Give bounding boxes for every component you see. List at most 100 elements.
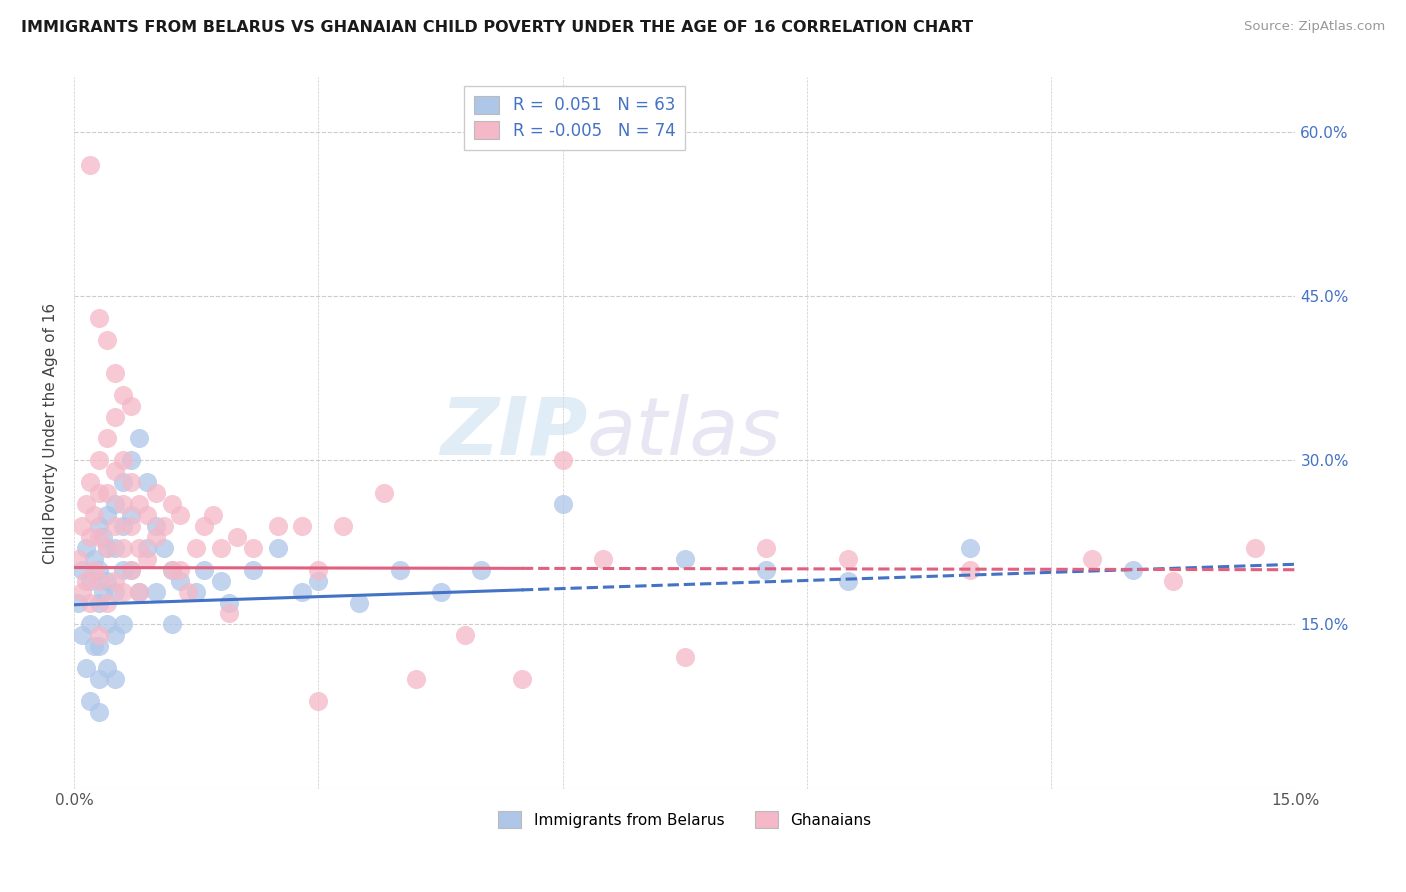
Point bbox=[104, 541, 127, 555]
Point bbox=[83, 508, 105, 522]
Point bbox=[87, 453, 110, 467]
Point bbox=[91, 530, 114, 544]
Text: atlas: atlas bbox=[588, 394, 782, 472]
Point bbox=[128, 541, 150, 555]
Text: ZIP: ZIP bbox=[440, 394, 588, 472]
Point bbox=[307, 574, 329, 588]
Point bbox=[120, 563, 142, 577]
Point bbox=[104, 464, 127, 478]
Point bbox=[120, 508, 142, 522]
Point bbox=[959, 563, 981, 577]
Point bbox=[128, 584, 150, 599]
Point bbox=[266, 519, 288, 533]
Point bbox=[592, 551, 614, 566]
Point bbox=[169, 574, 191, 588]
Point bbox=[120, 475, 142, 490]
Point bbox=[160, 497, 183, 511]
Point bbox=[75, 541, 97, 555]
Point bbox=[145, 486, 167, 500]
Point bbox=[87, 596, 110, 610]
Point bbox=[332, 519, 354, 533]
Point bbox=[209, 541, 232, 555]
Text: IMMIGRANTS FROM BELARUS VS GHANAIAN CHILD POVERTY UNDER THE AGE OF 16 CORRELATIO: IMMIGRANTS FROM BELARUS VS GHANAIAN CHIL… bbox=[21, 20, 973, 35]
Point bbox=[67, 596, 90, 610]
Point bbox=[75, 661, 97, 675]
Point bbox=[1122, 563, 1144, 577]
Point bbox=[79, 574, 101, 588]
Point bbox=[307, 563, 329, 577]
Point bbox=[75, 497, 97, 511]
Point bbox=[67, 551, 90, 566]
Point bbox=[193, 519, 215, 533]
Point bbox=[959, 541, 981, 555]
Point bbox=[837, 574, 859, 588]
Point bbox=[1081, 551, 1104, 566]
Point bbox=[837, 551, 859, 566]
Point bbox=[160, 563, 183, 577]
Point bbox=[551, 453, 574, 467]
Point bbox=[193, 563, 215, 577]
Point bbox=[347, 596, 370, 610]
Text: Source: ZipAtlas.com: Source: ZipAtlas.com bbox=[1244, 20, 1385, 33]
Point bbox=[291, 519, 314, 533]
Point bbox=[470, 563, 492, 577]
Point bbox=[266, 541, 288, 555]
Point bbox=[218, 596, 240, 610]
Point bbox=[307, 694, 329, 708]
Point bbox=[111, 617, 134, 632]
Point bbox=[160, 563, 183, 577]
Point bbox=[120, 563, 142, 577]
Point bbox=[96, 432, 118, 446]
Point bbox=[186, 584, 208, 599]
Point bbox=[104, 497, 127, 511]
Point bbox=[226, 530, 249, 544]
Point bbox=[96, 541, 118, 555]
Point bbox=[104, 366, 127, 380]
Point bbox=[87, 311, 110, 326]
Point bbox=[104, 574, 127, 588]
Point bbox=[96, 333, 118, 347]
Point bbox=[136, 551, 159, 566]
Point bbox=[75, 574, 97, 588]
Point bbox=[104, 672, 127, 686]
Point bbox=[111, 475, 134, 490]
Point bbox=[83, 563, 105, 577]
Point bbox=[79, 158, 101, 172]
Point bbox=[673, 551, 696, 566]
Point bbox=[91, 584, 114, 599]
Point bbox=[87, 628, 110, 642]
Point bbox=[136, 508, 159, 522]
Point bbox=[87, 519, 110, 533]
Point bbox=[83, 551, 105, 566]
Point bbox=[120, 399, 142, 413]
Point bbox=[242, 563, 264, 577]
Point bbox=[145, 584, 167, 599]
Point bbox=[96, 486, 118, 500]
Point bbox=[111, 541, 134, 555]
Point bbox=[120, 453, 142, 467]
Point bbox=[1163, 574, 1185, 588]
Point bbox=[136, 541, 159, 555]
Point bbox=[111, 563, 134, 577]
Point bbox=[96, 574, 118, 588]
Point bbox=[145, 519, 167, 533]
Point bbox=[169, 508, 191, 522]
Point bbox=[1243, 541, 1265, 555]
Point bbox=[111, 584, 134, 599]
Point bbox=[111, 497, 134, 511]
Point bbox=[79, 475, 101, 490]
Point bbox=[104, 628, 127, 642]
Point bbox=[79, 694, 101, 708]
Point bbox=[104, 519, 127, 533]
Point bbox=[96, 617, 118, 632]
Point bbox=[429, 584, 451, 599]
Point bbox=[70, 563, 93, 577]
Point bbox=[510, 672, 533, 686]
Point bbox=[79, 596, 101, 610]
Point bbox=[83, 640, 105, 654]
Point bbox=[755, 541, 778, 555]
Point bbox=[169, 563, 191, 577]
Point bbox=[201, 508, 224, 522]
Y-axis label: Child Poverty Under the Age of 16: Child Poverty Under the Age of 16 bbox=[44, 302, 58, 564]
Point bbox=[373, 486, 395, 500]
